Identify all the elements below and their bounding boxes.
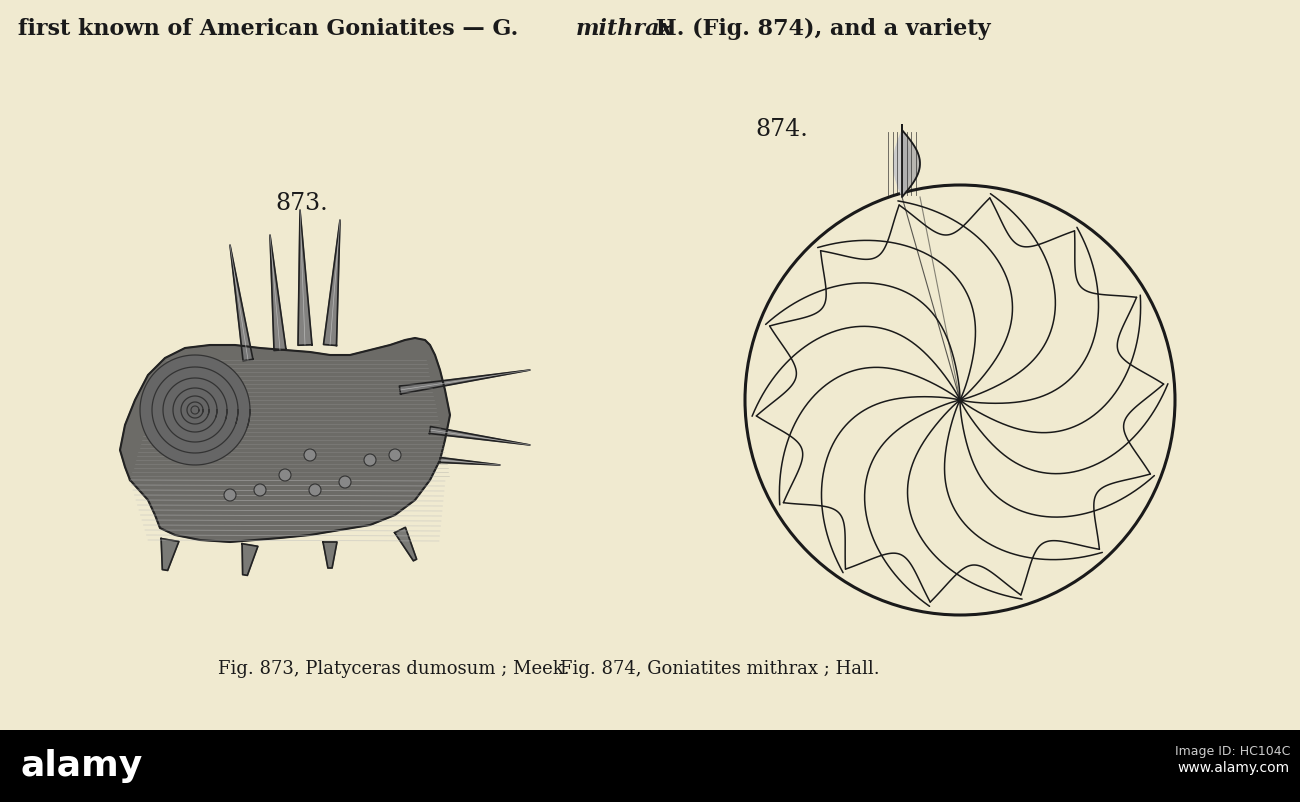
Polygon shape: [894, 149, 909, 178]
Text: alamy: alamy: [20, 749, 142, 783]
Polygon shape: [893, 163, 911, 164]
Polygon shape: [897, 143, 907, 184]
Polygon shape: [901, 133, 904, 193]
Polygon shape: [898, 140, 906, 187]
Polygon shape: [399, 370, 530, 394]
Circle shape: [224, 489, 237, 501]
Polygon shape: [439, 457, 500, 465]
Polygon shape: [902, 125, 920, 197]
Polygon shape: [896, 145, 907, 182]
Polygon shape: [298, 210, 312, 345]
Polygon shape: [896, 147, 909, 180]
Circle shape: [309, 484, 321, 496]
Text: 873.: 873.: [276, 192, 328, 215]
Text: mithrax: mithrax: [576, 18, 673, 40]
Polygon shape: [900, 135, 903, 192]
Circle shape: [745, 185, 1175, 615]
Polygon shape: [893, 157, 910, 170]
Polygon shape: [896, 148, 909, 179]
Polygon shape: [161, 538, 179, 570]
Circle shape: [280, 469, 291, 481]
Polygon shape: [894, 154, 910, 173]
Polygon shape: [893, 155, 910, 172]
Circle shape: [364, 454, 376, 466]
Polygon shape: [894, 152, 910, 174]
Polygon shape: [896, 145, 907, 182]
Polygon shape: [893, 158, 911, 168]
Circle shape: [254, 484, 266, 496]
Text: 874.: 874.: [755, 118, 807, 141]
Polygon shape: [324, 220, 341, 346]
Circle shape: [389, 449, 400, 461]
Polygon shape: [395, 528, 416, 561]
Polygon shape: [120, 338, 450, 542]
Circle shape: [140, 355, 250, 465]
Polygon shape: [900, 135, 903, 192]
Polygon shape: [901, 132, 904, 195]
Polygon shape: [898, 139, 906, 188]
Polygon shape: [894, 154, 910, 173]
Polygon shape: [898, 139, 906, 188]
Polygon shape: [897, 143, 907, 184]
Polygon shape: [900, 136, 905, 192]
Polygon shape: [896, 146, 909, 181]
Text: H. (Fig. 874), and a variety: H. (Fig. 874), and a variety: [647, 18, 991, 40]
Polygon shape: [893, 163, 911, 164]
Polygon shape: [896, 148, 909, 179]
Polygon shape: [322, 542, 337, 568]
Polygon shape: [893, 156, 910, 171]
Polygon shape: [896, 146, 909, 181]
Circle shape: [339, 476, 351, 488]
Text: Fig. 873, Platyceras dumosum ; Meek.: Fig. 873, Platyceras dumosum ; Meek.: [218, 660, 569, 678]
Polygon shape: [230, 245, 254, 361]
Polygon shape: [901, 132, 904, 195]
Polygon shape: [893, 160, 911, 168]
Polygon shape: [893, 162, 911, 165]
Circle shape: [304, 449, 316, 461]
Polygon shape: [894, 152, 910, 174]
Polygon shape: [897, 144, 907, 184]
Polygon shape: [893, 157, 910, 170]
Bar: [0, 730, 1300, 802]
Polygon shape: [894, 152, 910, 176]
Polygon shape: [901, 133, 904, 193]
Polygon shape: [898, 138, 905, 189]
Text: Fig. 874, Goniatites mithrax ; Hall.: Fig. 874, Goniatites mithrax ; Hall.: [560, 660, 880, 678]
Polygon shape: [897, 144, 907, 184]
Polygon shape: [897, 141, 906, 185]
Polygon shape: [893, 155, 910, 172]
Polygon shape: [893, 156, 910, 171]
Polygon shape: [894, 152, 910, 176]
Polygon shape: [898, 138, 905, 189]
Polygon shape: [897, 141, 906, 185]
Polygon shape: [900, 137, 905, 190]
Polygon shape: [893, 158, 911, 168]
Polygon shape: [896, 147, 909, 180]
Polygon shape: [893, 162, 911, 165]
Polygon shape: [270, 235, 286, 350]
Polygon shape: [242, 544, 257, 575]
Polygon shape: [900, 137, 905, 190]
Polygon shape: [893, 160, 911, 166]
Text: first known of American Goniatites — G.: first known of American Goniatites — G.: [18, 18, 526, 40]
Text: www.alamy.com: www.alamy.com: [1178, 761, 1290, 775]
Polygon shape: [893, 160, 911, 166]
Polygon shape: [894, 149, 909, 178]
Polygon shape: [894, 151, 910, 176]
Text: Image ID: HC104C: Image ID: HC104C: [1175, 746, 1290, 759]
Polygon shape: [894, 151, 910, 176]
Polygon shape: [429, 427, 530, 445]
Polygon shape: [898, 140, 906, 187]
Polygon shape: [900, 136, 905, 192]
Polygon shape: [893, 160, 911, 168]
